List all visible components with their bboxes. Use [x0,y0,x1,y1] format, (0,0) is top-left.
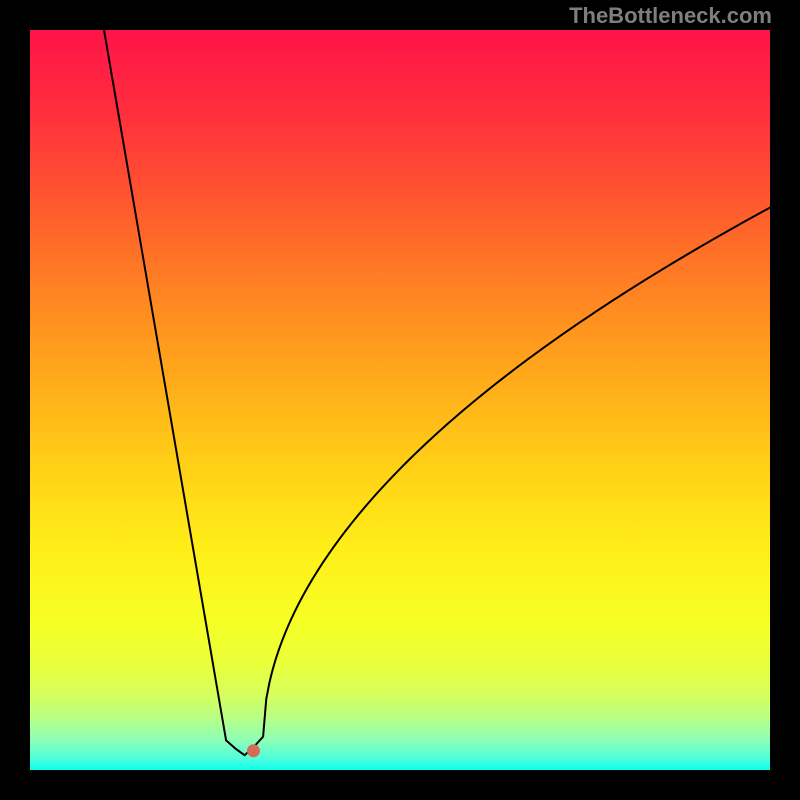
optimum-marker [247,745,259,757]
gradient-background [30,30,770,770]
chart-frame: TheBottleneck.com [0,0,800,800]
watermark-text: TheBottleneck.com [569,3,772,29]
plot-area [30,30,770,770]
plot-svg [30,30,770,770]
